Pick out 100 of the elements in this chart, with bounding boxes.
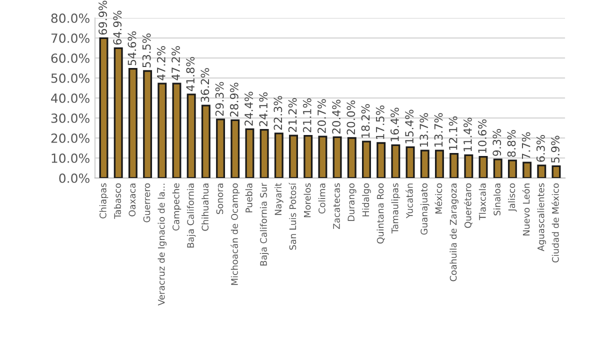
- data-label: 9.3%: [492, 129, 502, 156]
- bar: [537, 164, 546, 178]
- x-tick-label: Guanajuato: [420, 183, 430, 235]
- data-label: 20.7%: [318, 99, 326, 134]
- data-label: 36.2%: [200, 68, 210, 102]
- x-tick-label: Jalisco: [508, 183, 517, 212]
- x-tick-label: Colima: [318, 184, 326, 214]
- bar: [230, 119, 240, 178]
- data-label: 20.0%: [346, 100, 356, 134]
- data-label: 13.7%: [434, 113, 443, 147]
- x-tick-label: Sonora: [216, 184, 224, 214]
- bar: [552, 165, 561, 178]
- data-label: 47.2%: [156, 46, 166, 80]
- bar: [128, 68, 138, 178]
- y-tick-label: 30.0%: [51, 113, 90, 123]
- data-label: 21.2%: [288, 98, 297, 132]
- x-tick-label: Campeche: [172, 183, 182, 231]
- bar: [522, 162, 532, 178]
- bar: [347, 137, 356, 178]
- x-tick-label: Morelos: [304, 183, 311, 218]
- bar: [464, 154, 474, 178]
- data-label: 7.7%: [522, 132, 530, 159]
- y-tick-label: 50.0%: [51, 73, 90, 83]
- x-tick-label: Chiapas: [99, 183, 108, 218]
- x-tick-label: Yucatán: [406, 184, 413, 218]
- bar: [172, 82, 182, 178]
- data-label: 5.9%: [551, 136, 560, 163]
- data-label: 11.4%: [463, 118, 472, 152]
- y-tick-label: 40.0%: [51, 93, 90, 103]
- data-label: 13.7%: [420, 113, 428, 147]
- x-tick-label: Nayarit: [274, 183, 284, 215]
- x-tick-label: Aguascalientes: [537, 183, 546, 252]
- x-tick-label: Baja California: [186, 184, 196, 248]
- data-label: 41.8%: [186, 56, 195, 92]
- bar: [493, 158, 502, 178]
- data-label: 64.9%: [113, 10, 122, 45]
- x-tick-label: Quintana Roo: [376, 183, 385, 244]
- x-tick-label: Tlaxcala: [478, 184, 486, 220]
- bar: [143, 70, 152, 178]
- data-label: 24.1%: [259, 92, 268, 126]
- bar: [362, 140, 371, 178]
- x-tick-label: Nuevo León: [522, 184, 530, 236]
- data-label: 17.5%: [376, 106, 384, 139]
- y-tick-label: 10.0%: [52, 153, 90, 163]
- y-tick-label: 70.0%: [51, 33, 90, 43]
- x-tick-label: Puebla: [245, 184, 252, 212]
- x-tick-label: Hidalgo: [362, 183, 371, 216]
- x-tick-label: Coahuila de Zaragoza: [450, 184, 458, 282]
- bar: [201, 104, 210, 178]
- bar: [420, 150, 430, 178]
- bar: [391, 144, 400, 178]
- y-tick-label: 60.0%: [51, 53, 90, 63]
- bar: [114, 47, 123, 178]
- x-tick-label: Oaxaca: [128, 184, 136, 216]
- bar: [274, 132, 284, 178]
- bar: [508, 160, 517, 178]
- bar: [406, 146, 415, 178]
- x-tick-label: México: [434, 183, 442, 214]
- x-tick-label: Chihuahua: [202, 184, 209, 231]
- data-label: 69.9%: [98, 0, 107, 35]
- data-label: 29.3%: [215, 82, 224, 116]
- x-tick-label: Zacatecas: [333, 183, 340, 229]
- data-label: 20.4%: [332, 100, 341, 134]
- x-tick-label: Querétaro: [464, 183, 472, 228]
- data-label: 12.1%: [448, 116, 458, 150]
- bar: [260, 128, 269, 178]
- x-tick-label: Ciudad de México: [552, 183, 559, 262]
- bar: [245, 128, 254, 178]
- bar: [186, 94, 196, 178]
- bar: [478, 156, 488, 178]
- data-label: 53.5%: [142, 34, 151, 68]
- bar: [376, 142, 386, 178]
- bar: [332, 136, 342, 178]
- data-label: 6.3%: [536, 135, 545, 162]
- data-label: 24.4%: [244, 92, 253, 126]
- x-tick-label: Guerrero: [143, 183, 150, 222]
- x-tick-label: Michoacán de Ocampo: [230, 183, 240, 285]
- bar: [158, 82, 167, 178]
- data-label: 16.4%: [390, 108, 399, 142]
- x-tick-label: Durango: [348, 183, 356, 221]
- y-tick-label: 20.0%: [51, 133, 90, 143]
- data-label: 15.4%: [405, 110, 414, 144]
- bar: [304, 134, 313, 178]
- bar: [434, 150, 444, 178]
- x-tick-label: Veracruz de Ignacio de la...: [158, 184, 167, 306]
- bar: [450, 152, 459, 178]
- data-label: 22.3%: [274, 96, 282, 130]
- data-label: 10.6%: [478, 119, 486, 153]
- bar: [216, 118, 226, 178]
- y-tick-label: 0.0%: [59, 173, 90, 183]
- data-label: 28.9%: [230, 82, 238, 117]
- data-label: 8.8%: [507, 130, 516, 157]
- x-tick-label: Tabasco: [114, 183, 121, 219]
- x-tick-label: Baja California Sur: [260, 182, 269, 266]
- data-label: 21.1%: [302, 98, 312, 132]
- bar: [99, 37, 108, 178]
- bar: [318, 136, 328, 178]
- x-tick-label: San Luis Potosí: [288, 182, 296, 250]
- data-label: 47.2%: [172, 46, 180, 80]
- bar: [289, 134, 298, 178]
